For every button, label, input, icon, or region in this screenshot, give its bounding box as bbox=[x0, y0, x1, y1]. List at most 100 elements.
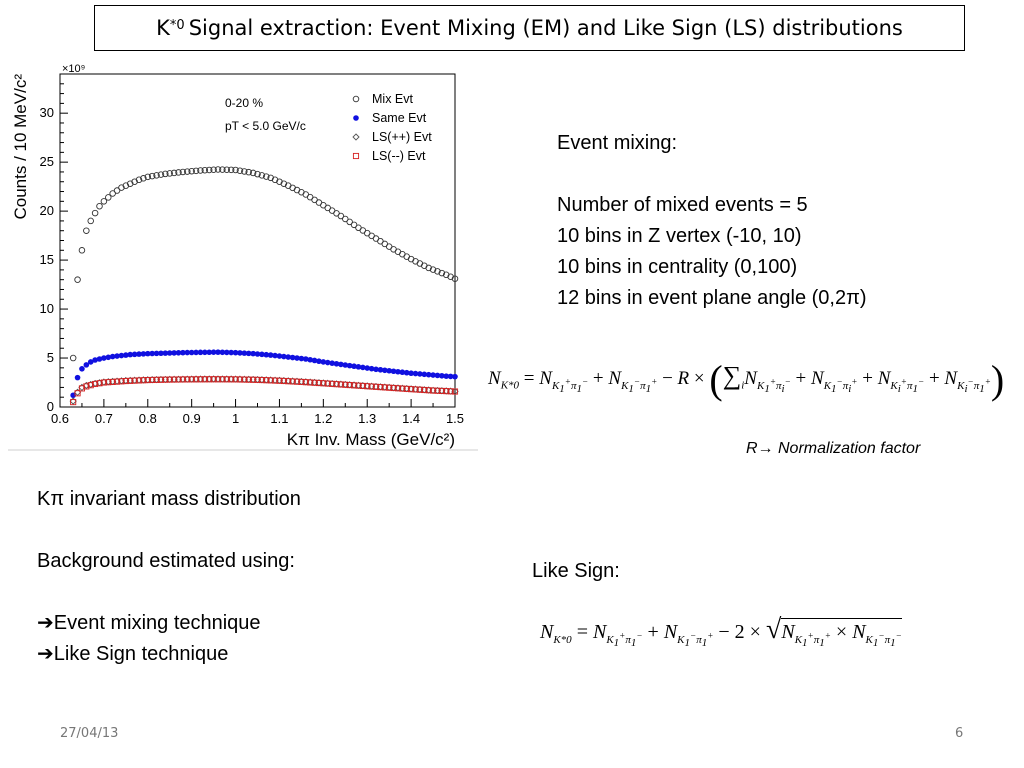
data-point-mix-evt bbox=[201, 166, 209, 174]
data-point-ls-evt bbox=[377, 384, 384, 391]
data-point-mix-evt bbox=[241, 168, 248, 175]
data-point-ls-evt bbox=[74, 390, 81, 397]
left-text-block: Kπ invariant mass distribution Backgroun… bbox=[37, 484, 301, 670]
y-tick-label: 30 bbox=[40, 105, 54, 120]
data-point-ls-evt bbox=[421, 386, 428, 394]
data-point-ls-evt bbox=[157, 376, 164, 383]
data-point-mix-evt bbox=[236, 167, 244, 174]
data-point-ls-evt bbox=[232, 376, 239, 383]
data-point-same-evt bbox=[425, 371, 432, 378]
data-point-same-evt bbox=[245, 350, 252, 357]
data-point-ls-evt bbox=[289, 378, 296, 385]
x-tick-label: 0.6 bbox=[51, 411, 69, 426]
data-point-same-evt bbox=[289, 354, 296, 361]
data-point-same-evt bbox=[329, 360, 335, 366]
data-point-same-evt bbox=[153, 350, 160, 357]
y-tick-label: 15 bbox=[40, 252, 54, 267]
data-point-same-evt bbox=[127, 351, 134, 358]
normalization-note: R→ Normalization factor bbox=[746, 440, 921, 457]
data-point-ls-evt bbox=[122, 377, 129, 385]
data-point-same-evt bbox=[259, 351, 265, 358]
y-axis-label: Counts / 10 MeV/c² bbox=[11, 74, 30, 220]
slide-title: K *0 Signal extraction: Event Mixing (EM) … bbox=[94, 5, 965, 51]
data-point-mix-evt bbox=[192, 167, 200, 175]
data-point-same-evt bbox=[267, 352, 274, 358]
data-point-same-evt bbox=[123, 352, 129, 358]
data-point-mix-evt bbox=[188, 167, 195, 175]
event-mixing-block: Event mixing: Number of mixed events = 5… bbox=[557, 128, 867, 314]
y-tick-label: 5 bbox=[47, 350, 54, 365]
data-point-mix-evt bbox=[144, 173, 152, 181]
title-prefix: K bbox=[156, 16, 170, 40]
data-point-ls-evt bbox=[228, 376, 235, 383]
data-point-same-evt bbox=[263, 351, 270, 358]
event-mixing-heading: Event mixing: bbox=[557, 132, 678, 154]
data-point-mix-evt bbox=[83, 227, 90, 234]
data-point-ls-evt bbox=[267, 377, 274, 384]
data-point-ls-evt bbox=[447, 388, 454, 395]
data-point-same-evt bbox=[219, 349, 226, 356]
data-point-same-evt bbox=[114, 353, 120, 359]
data-point-same-evt bbox=[324, 359, 331, 366]
data-point-mix-evt bbox=[263, 173, 270, 180]
data-point-ls-evt bbox=[364, 383, 371, 390]
data-point-same-evt bbox=[197, 349, 204, 356]
y-tick-label: 25 bbox=[40, 154, 54, 169]
data-point-same-evt bbox=[443, 373, 450, 379]
data-point-ls-evt bbox=[175, 376, 182, 383]
data-point-mix-evt bbox=[166, 170, 173, 177]
data-point-same-evt bbox=[320, 359, 327, 365]
event-mixing-line-4: 12 bins in event plane angle (0,2π) bbox=[557, 287, 867, 309]
data-point-ls-evt bbox=[219, 376, 226, 383]
data-point-ls-evt bbox=[210, 376, 217, 383]
data-point-mix-evt bbox=[232, 166, 239, 174]
data-point-same-evt bbox=[281, 353, 287, 360]
data-point-ls-evt bbox=[197, 376, 204, 383]
data-point-same-evt bbox=[92, 357, 98, 363]
x-tick-label: 1.2 bbox=[314, 411, 332, 426]
x-axis-label: Kπ Inv. Mass (GeV/c²) bbox=[287, 430, 455, 449]
data-point-mix-evt bbox=[210, 166, 217, 173]
data-point-same-evt bbox=[171, 350, 177, 356]
data-point-same-evt bbox=[386, 367, 392, 374]
data-point-mix-evt bbox=[140, 175, 147, 182]
data-point-ls-evt bbox=[386, 384, 393, 391]
data-point-same-evt bbox=[338, 361, 344, 368]
data-point-ls-evt bbox=[342, 381, 349, 388]
data-point-same-evt bbox=[175, 349, 182, 356]
data-point-ls-evt bbox=[280, 377, 287, 385]
legend-label: LS(++) Evt bbox=[372, 130, 432, 144]
legend-label: Mix Evt bbox=[372, 92, 414, 106]
background-text: Background estimated using: bbox=[37, 550, 295, 572]
x-tick-label: 1.5 bbox=[446, 411, 464, 426]
data-point-same-evt bbox=[408, 370, 414, 377]
data-point-same-evt bbox=[158, 350, 164, 357]
data-point-ls-evt bbox=[131, 377, 138, 384]
data-point-mix-evt bbox=[113, 187, 121, 194]
data-point-mix-evt bbox=[197, 167, 204, 174]
data-point-ls-evt bbox=[206, 376, 213, 383]
data-point-mix-evt bbox=[205, 166, 213, 174]
data-point-same-evt bbox=[184, 349, 191, 356]
data-point-ls-evt bbox=[254, 376, 261, 383]
data-point-ls-evt bbox=[372, 383, 380, 390]
data-point-mix-evt bbox=[162, 170, 169, 178]
data-point-mix-evt bbox=[258, 172, 266, 179]
data-point-mix-evt bbox=[429, 266, 437, 273]
footer-date: 27/04/13 bbox=[60, 726, 119, 741]
data-point-mix-evt bbox=[100, 198, 108, 205]
data-point-same-evt bbox=[377, 366, 384, 373]
data-point-ls-evt bbox=[166, 376, 173, 383]
legend-label: Same Evt bbox=[372, 111, 427, 125]
data-point-ls-evt bbox=[333, 381, 340, 388]
data-point-same-evt bbox=[215, 349, 221, 355]
data-point-same-evt bbox=[368, 365, 375, 372]
data-point-same-evt bbox=[412, 370, 419, 377]
data-point-same-evt bbox=[390, 368, 397, 375]
data-point-mix-evt bbox=[227, 166, 235, 174]
data-point-ls-evt bbox=[135, 377, 143, 384]
data-point-ls-evt bbox=[425, 387, 432, 394]
data-point-ls-evt bbox=[307, 379, 314, 386]
data-point-ls-evt bbox=[293, 378, 301, 385]
legend-marker bbox=[353, 115, 359, 121]
